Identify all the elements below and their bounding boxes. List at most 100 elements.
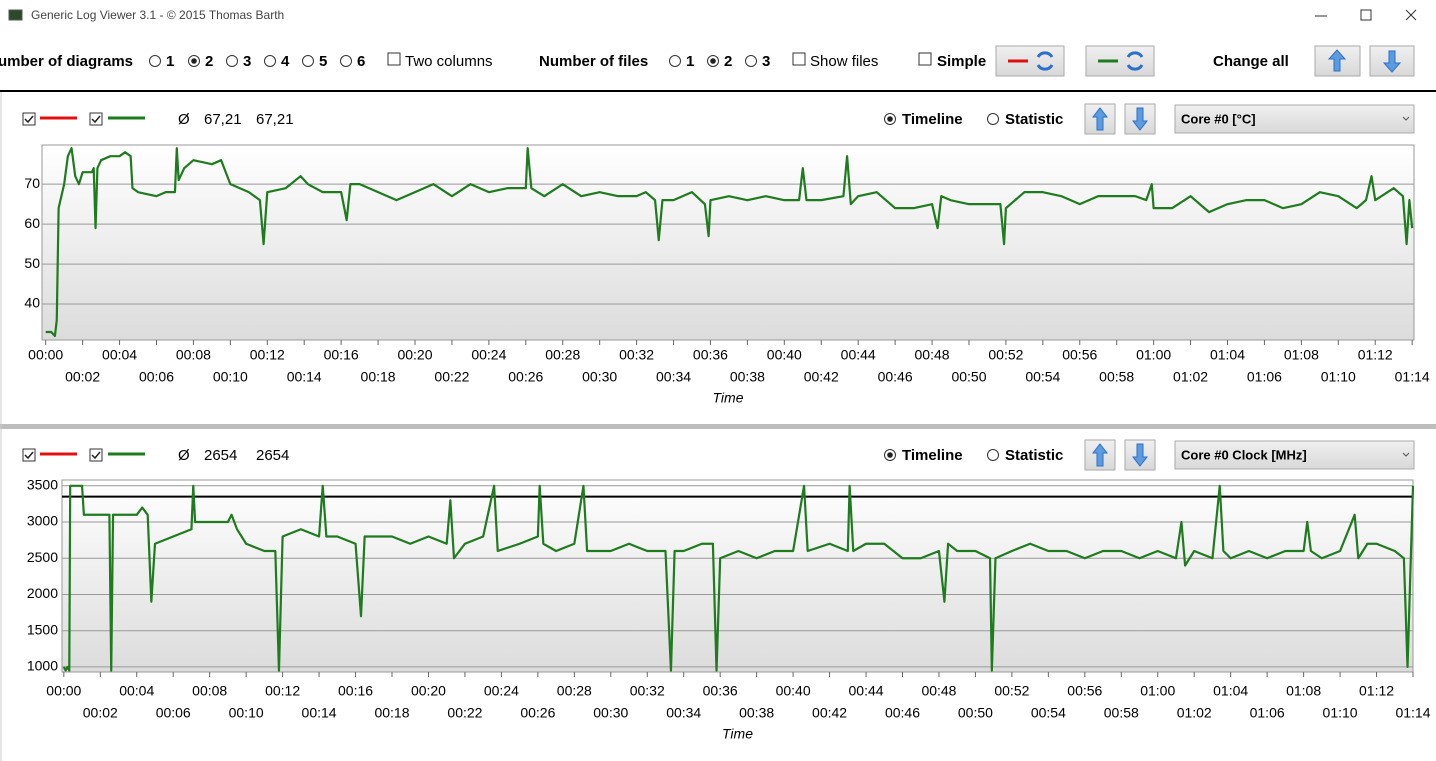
radio-label: 3 <box>762 53 770 70</box>
panel-separator <box>0 424 1436 429</box>
x-tick-label: 00:22 <box>434 369 469 385</box>
x-tick-label: 00:30 <box>582 369 617 385</box>
x-tick-label: 00:10 <box>229 705 264 721</box>
x-tick-label: 01:04 <box>1213 683 1248 699</box>
x-tick-label: 00:52 <box>994 683 1029 699</box>
x-tick-label: 00:28 <box>545 347 580 363</box>
plot-area <box>41 144 1415 341</box>
arrow-icon <box>1131 107 1149 131</box>
series-checkbox[interactable] <box>22 448 36 462</box>
x-tick-label: 00:40 <box>776 683 811 699</box>
close-button[interactable] <box>1405 9 1417 21</box>
x-tick-label: 01:10 <box>1321 369 1356 385</box>
x-tick-label: 00:54 <box>1025 369 1060 385</box>
radio-dot <box>887 116 893 122</box>
two-columns-label: Two columns <box>405 53 493 70</box>
y-tick-label: 2000 <box>27 585 58 601</box>
x-tick-label: 00:52 <box>988 347 1023 363</box>
radio-label: 6 <box>357 53 365 70</box>
x-tick-label: 00:36 <box>693 347 728 363</box>
x-tick-label: 00:48 <box>921 683 956 699</box>
x-tick-label: 00:50 <box>958 705 993 721</box>
diagram-options: 1 2 3 4 5 6 <box>149 53 365 70</box>
files-label: Number of files <box>539 53 648 70</box>
sensor-name: Core #0 [°C] <box>1181 111 1256 126</box>
show-files-checkbox[interactable] <box>792 52 806 66</box>
x-tick-label: 00:26 <box>508 369 543 385</box>
statistic-radio[interactable] <box>987 113 999 125</box>
x-tick-label: 01:12 <box>1358 347 1393 363</box>
y-tick-label: 2500 <box>27 549 58 565</box>
series-line <box>62 484 1415 672</box>
x-tick-label: 00:00 <box>28 347 63 363</box>
x-tick-label: 00:02 <box>83 705 118 721</box>
x-tick-label: 00:38 <box>730 369 765 385</box>
sensor-name: Core #0 Clock [MHz] <box>1181 447 1307 462</box>
x-tick-label: 00:00 <box>46 683 81 699</box>
x-tick-label: 00:24 <box>471 347 506 363</box>
x-tick-label: 00:08 <box>176 347 211 363</box>
x-tick-label: 00:30 <box>593 705 628 721</box>
x-tick-label: 00:06 <box>139 369 174 385</box>
y-tick-label: 3000 <box>27 513 58 529</box>
x-tick-label: 01:04 <box>1210 347 1245 363</box>
x-tick-label: 01:00 <box>1140 683 1175 699</box>
move-down-all-button[interactable] <box>1369 45 1415 77</box>
x-tick-label: 00:56 <box>1062 347 1097 363</box>
statistic-radio[interactable] <box>987 449 999 461</box>
checkmark <box>24 115 34 124</box>
x-tick-label: 00:20 <box>411 683 446 699</box>
file-options: 1 2 3 <box>669 53 770 70</box>
change-all-label: Change all <box>1213 53 1289 70</box>
x-tick-label: 00:28 <box>557 683 592 699</box>
green-swap-button[interactable] <box>1085 45 1155 77</box>
x-tick-label: 00:08 <box>192 683 227 699</box>
radio-button[interactable] <box>149 55 161 67</box>
radio-label: 2 <box>205 53 213 70</box>
radio-button[interactable] <box>302 55 314 67</box>
x-tick-label: 00:16 <box>324 347 359 363</box>
x-tick-label: 01:02 <box>1173 369 1208 385</box>
radio-button[interactable] <box>226 55 238 67</box>
x-tick-label: 00:12 <box>265 683 300 699</box>
x-tick-label: 00:44 <box>849 683 884 699</box>
x-tick-label: 00:32 <box>619 347 654 363</box>
x-tick-label: 00:18 <box>374 705 409 721</box>
x-tick-label: 00:34 <box>656 369 691 385</box>
x-tick-label: 00:46 <box>885 705 920 721</box>
average-value: 67,21 <box>256 111 294 128</box>
radio-button[interactable] <box>745 55 757 67</box>
radio-button[interactable] <box>340 55 352 67</box>
dropdown-chevron <box>1402 452 1410 457</box>
sensor-dropdown[interactable] <box>1174 440 1415 470</box>
x-tick-label: 00:04 <box>102 347 137 363</box>
x-tick-label: 00:16 <box>338 683 373 699</box>
simple-checkbox[interactable] <box>918 52 932 66</box>
red-swap-button[interactable] <box>995 45 1065 77</box>
radio-dot <box>887 452 893 458</box>
average-symbol: Ø <box>178 111 190 128</box>
x-tick-label: 00:50 <box>951 369 986 385</box>
x-axis-label: Time <box>713 390 744 406</box>
x-tick-label: 00:18 <box>361 369 396 385</box>
series-checkbox[interactable] <box>89 112 103 126</box>
timeline-label: Timeline <box>902 111 963 128</box>
move-up-all-button[interactable] <box>1314 45 1361 77</box>
two-columns-checkbox[interactable] <box>387 52 401 66</box>
x-tick-label: 00:22 <box>447 705 482 721</box>
series-checkbox[interactable] <box>89 448 103 462</box>
y-tick-label: 50 <box>24 255 40 271</box>
x-tick-label: 01:08 <box>1286 683 1321 699</box>
x-tick-label: 00:36 <box>703 683 738 699</box>
x-tick-label: 00:42 <box>804 369 839 385</box>
x-tick-label: 00:48 <box>915 347 950 363</box>
sensor-dropdown[interactable] <box>1174 104 1415 134</box>
radio-button[interactable] <box>264 55 276 67</box>
series-checkbox[interactable] <box>22 112 36 126</box>
radio-button[interactable] <box>669 55 681 67</box>
radio-label: 3 <box>243 53 251 70</box>
title-bar <box>0 0 1436 32</box>
maximize-button[interactable] <box>1360 9 1372 21</box>
x-tick-label: 01:08 <box>1284 347 1319 363</box>
x-tick-label: 00:34 <box>666 705 701 721</box>
